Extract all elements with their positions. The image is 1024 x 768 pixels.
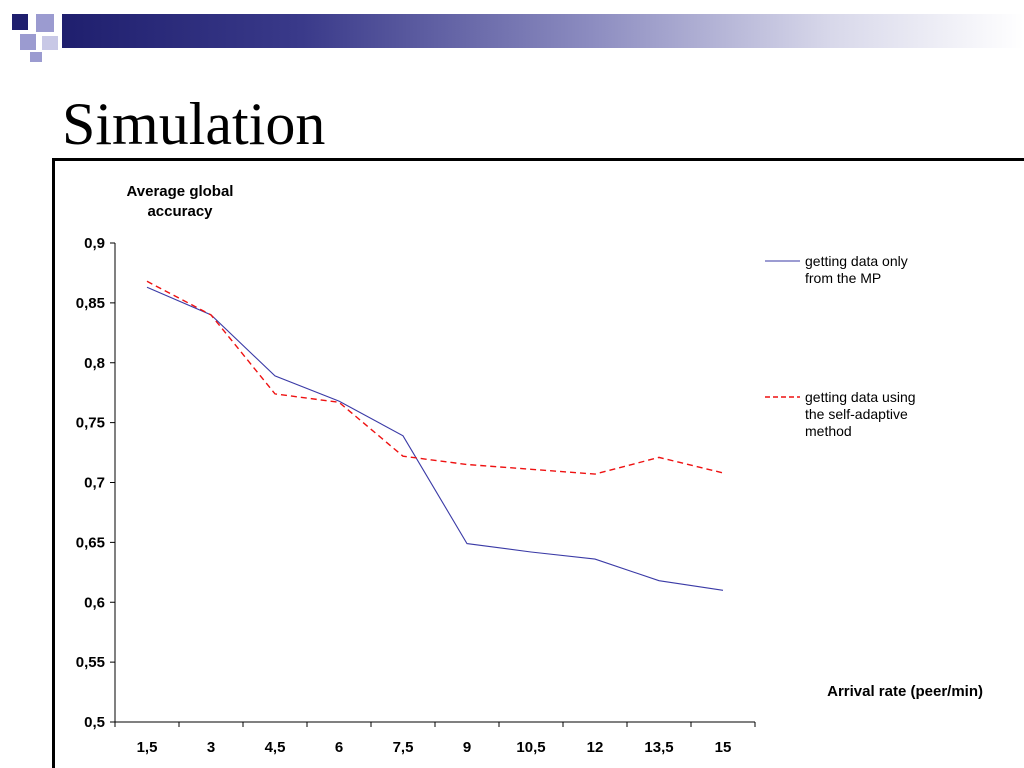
y-tick-label: 0,7 — [84, 475, 105, 492]
x-tick-label: 4,5 — [265, 739, 286, 756]
y-ticks: 0,9 0,85 0,8 0,75 0,7 0,65 0,6 0,55 0,5 — [76, 235, 115, 731]
deco-square-small — [30, 52, 42, 62]
deco-square-navy — [12, 14, 28, 30]
y-tick-label: 0,5 — [84, 714, 105, 731]
x-tick-label: 3 — [207, 739, 215, 756]
chart-frame: Average global accuracy Arrival rate (pee… — [52, 158, 1024, 768]
deco-square-lavender — [42, 36, 58, 50]
y-tick-label: 0,9 — [84, 235, 105, 252]
y-axis-label: Average global accuracy — [127, 183, 234, 220]
x-tick-label: 7,5 — [393, 739, 414, 756]
slide-title: Simulation — [62, 91, 326, 157]
x-tick-label: 10,5 — [516, 739, 545, 756]
x-tick-label: 15 — [715, 739, 732, 756]
deco-square-lavender — [20, 34, 36, 50]
x-axis-label: Arrival rate (peer/min) — [827, 683, 983, 700]
line-chart: Average global accuracy Arrival rate (pee… — [76, 183, 983, 756]
x-tick-label: 13,5 — [644, 739, 673, 756]
deco-square-lavender — [36, 14, 54, 32]
x-tick-label: 12 — [587, 739, 604, 756]
series-line-2 — [146, 280, 724, 475]
x-ticks: 1,5 3 4,5 6 7,5 9 10,5 12 13,5 15 — [114, 722, 756, 756]
legend-label-1: getting data only from the MP — [805, 253, 908, 286]
y-tick-label: 0,75 — [76, 415, 105, 432]
y-tick-label: 0,65 — [76, 534, 105, 551]
y-tick-label: 0,55 — [76, 654, 105, 671]
y-tick-label: 0,8 — [84, 355, 105, 372]
y-tick-label: 0,6 — [84, 594, 105, 611]
x-tick-label: 9 — [463, 739, 471, 756]
legend-label-2: getting data using the self-adaptive metho… — [805, 389, 916, 439]
series-line-1 — [146, 286, 724, 591]
x-tick-label: 6 — [335, 739, 343, 756]
title-banner — [62, 14, 1024, 48]
legend: getting data only from the MP getting data… — [765, 253, 916, 439]
y-tick-label: 0,85 — [76, 295, 105, 312]
series-layer — [146, 280, 724, 591]
x-tick-label: 1,5 — [137, 739, 158, 756]
